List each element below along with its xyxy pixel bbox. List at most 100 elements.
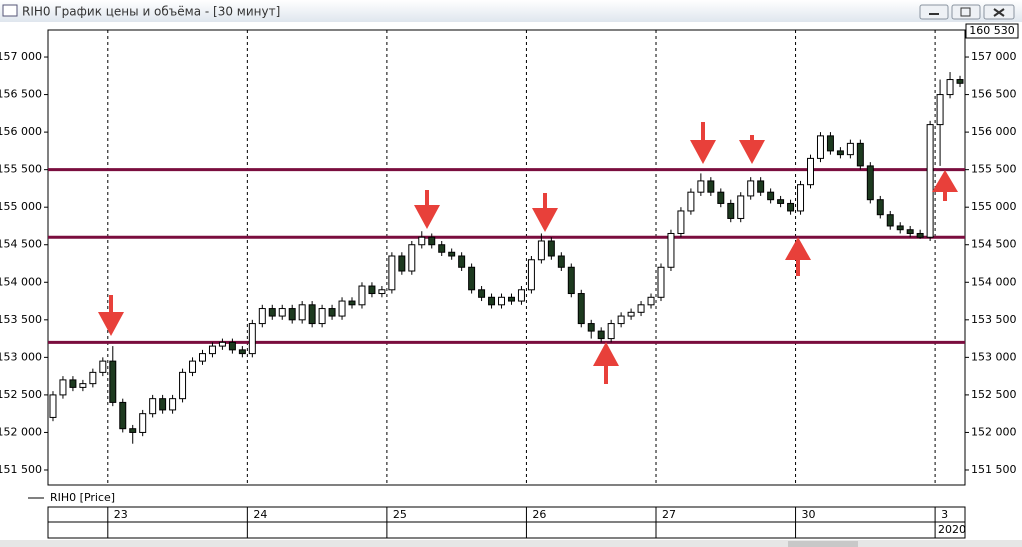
candle-body — [936, 94, 944, 126]
candle-body — [707, 180, 715, 193]
annotation-arrows — [98, 122, 958, 384]
candle-body — [348, 300, 356, 306]
candle-body — [956, 79, 964, 84]
close-icon — [993, 8, 1005, 17]
candle-body — [637, 304, 645, 313]
y-tick-label: 152 000 — [0, 425, 42, 438]
y-tick-label: 151 500 — [0, 463, 42, 476]
candle-body — [597, 330, 605, 340]
candle-body — [826, 135, 834, 152]
x-tick-label: 24 — [253, 508, 267, 521]
arrow-down — [532, 193, 558, 232]
candle-body — [627, 311, 635, 317]
plot: 151 500 151 500 152 000 152 000 152 500 152 5… — [0, 30, 1017, 538]
candle-body — [577, 293, 585, 325]
candle-body — [946, 79, 954, 96]
candle-body — [169, 398, 177, 411]
y-tick-label: 153 500 — [0, 313, 42, 326]
candle-body — [298, 304, 306, 321]
candle-body — [218, 341, 226, 347]
arrow-down — [739, 135, 765, 164]
y2-tick-label: 153 000 — [971, 350, 1017, 363]
scroll-thumb[interactable] — [788, 541, 858, 547]
y-tick-label: 157 000 — [0, 50, 42, 63]
candle-body — [846, 142, 854, 156]
candle-body — [119, 401, 127, 430]
candle-body — [617, 315, 625, 325]
candle-body — [547, 240, 555, 257]
x-tick-label: 30 — [802, 508, 816, 521]
candle-body — [418, 236, 426, 246]
y-tick-label: 156 500 — [0, 88, 42, 101]
candle-body — [747, 180, 755, 197]
y2-tick-label: 151 500 — [971, 463, 1017, 476]
candle-body — [896, 225, 904, 231]
candle-body — [667, 232, 675, 268]
restore-icon — [960, 7, 971, 17]
candle-body — [677, 210, 685, 234]
candle-body — [797, 184, 805, 212]
candle-body — [79, 383, 87, 388]
y-tick-label: 152 500 — [0, 388, 42, 401]
candle-body — [468, 266, 476, 291]
candle-body — [129, 428, 137, 433]
candle-body — [338, 300, 346, 317]
candle-body — [139, 413, 147, 433]
y2-tick-label: 155 000 — [971, 200, 1017, 213]
candle-body — [507, 296, 515, 302]
candle-body — [368, 285, 376, 295]
last-price-label: 160 530 — [969, 24, 1015, 37]
candle-body — [258, 308, 266, 325]
x-tick-label: 27 — [662, 508, 676, 521]
candle-body — [288, 308, 296, 321]
candle-body — [607, 323, 615, 340]
candle-body — [149, 398, 157, 415]
candle-body — [856, 142, 864, 167]
candle-body — [49, 394, 57, 418]
candle-body — [398, 255, 406, 272]
y2-tick-label: 155 500 — [971, 163, 1017, 176]
candle-body — [248, 323, 256, 355]
candle-body — [886, 214, 894, 227]
arrow-up — [785, 237, 811, 276]
candle-body — [717, 191, 725, 204]
candle-body — [767, 191, 775, 201]
candle-body — [737, 195, 745, 219]
candle-body — [69, 379, 77, 388]
window-title: RIH0 График цены и объёма - [30 минут] — [22, 5, 280, 19]
restore-button[interactable] — [951, 4, 981, 20]
candle-body — [388, 255, 396, 291]
candle-body — [318, 308, 326, 325]
arrow-down — [98, 295, 124, 336]
window-buttons[interactable] — [919, 4, 1015, 20]
minimize-button[interactable] — [919, 4, 949, 20]
y2-tick-label: 157 000 — [971, 50, 1017, 63]
candle-body — [777, 199, 785, 204]
candle-body — [228, 341, 236, 351]
title-bar — [0, 0, 1022, 22]
candle-body — [278, 308, 286, 317]
year-label: 2020 — [938, 523, 966, 536]
arrow-up — [593, 342, 619, 384]
candle-body — [358, 285, 366, 306]
candle-body — [99, 360, 107, 373]
candle-body — [159, 398, 167, 411]
candle-body — [199, 353, 206, 362]
candle-body — [697, 180, 705, 193]
candle-body — [866, 165, 874, 201]
candle-body — [816, 135, 824, 159]
candle-body — [517, 289, 525, 302]
y2-tick-label: 152 500 — [971, 388, 1017, 401]
y-tick-label: 154 500 — [0, 238, 42, 251]
candle-body — [657, 266, 665, 298]
candle-body — [498, 296, 506, 306]
candle-body — [59, 379, 67, 396]
candle-body — [268, 308, 276, 317]
candle-body — [906, 229, 914, 234]
candle-body — [567, 266, 575, 295]
candle-body — [587, 323, 595, 332]
scrollbar[interactable] — [0, 540, 1022, 547]
candle-body — [836, 150, 844, 156]
candle-body — [537, 240, 545, 261]
